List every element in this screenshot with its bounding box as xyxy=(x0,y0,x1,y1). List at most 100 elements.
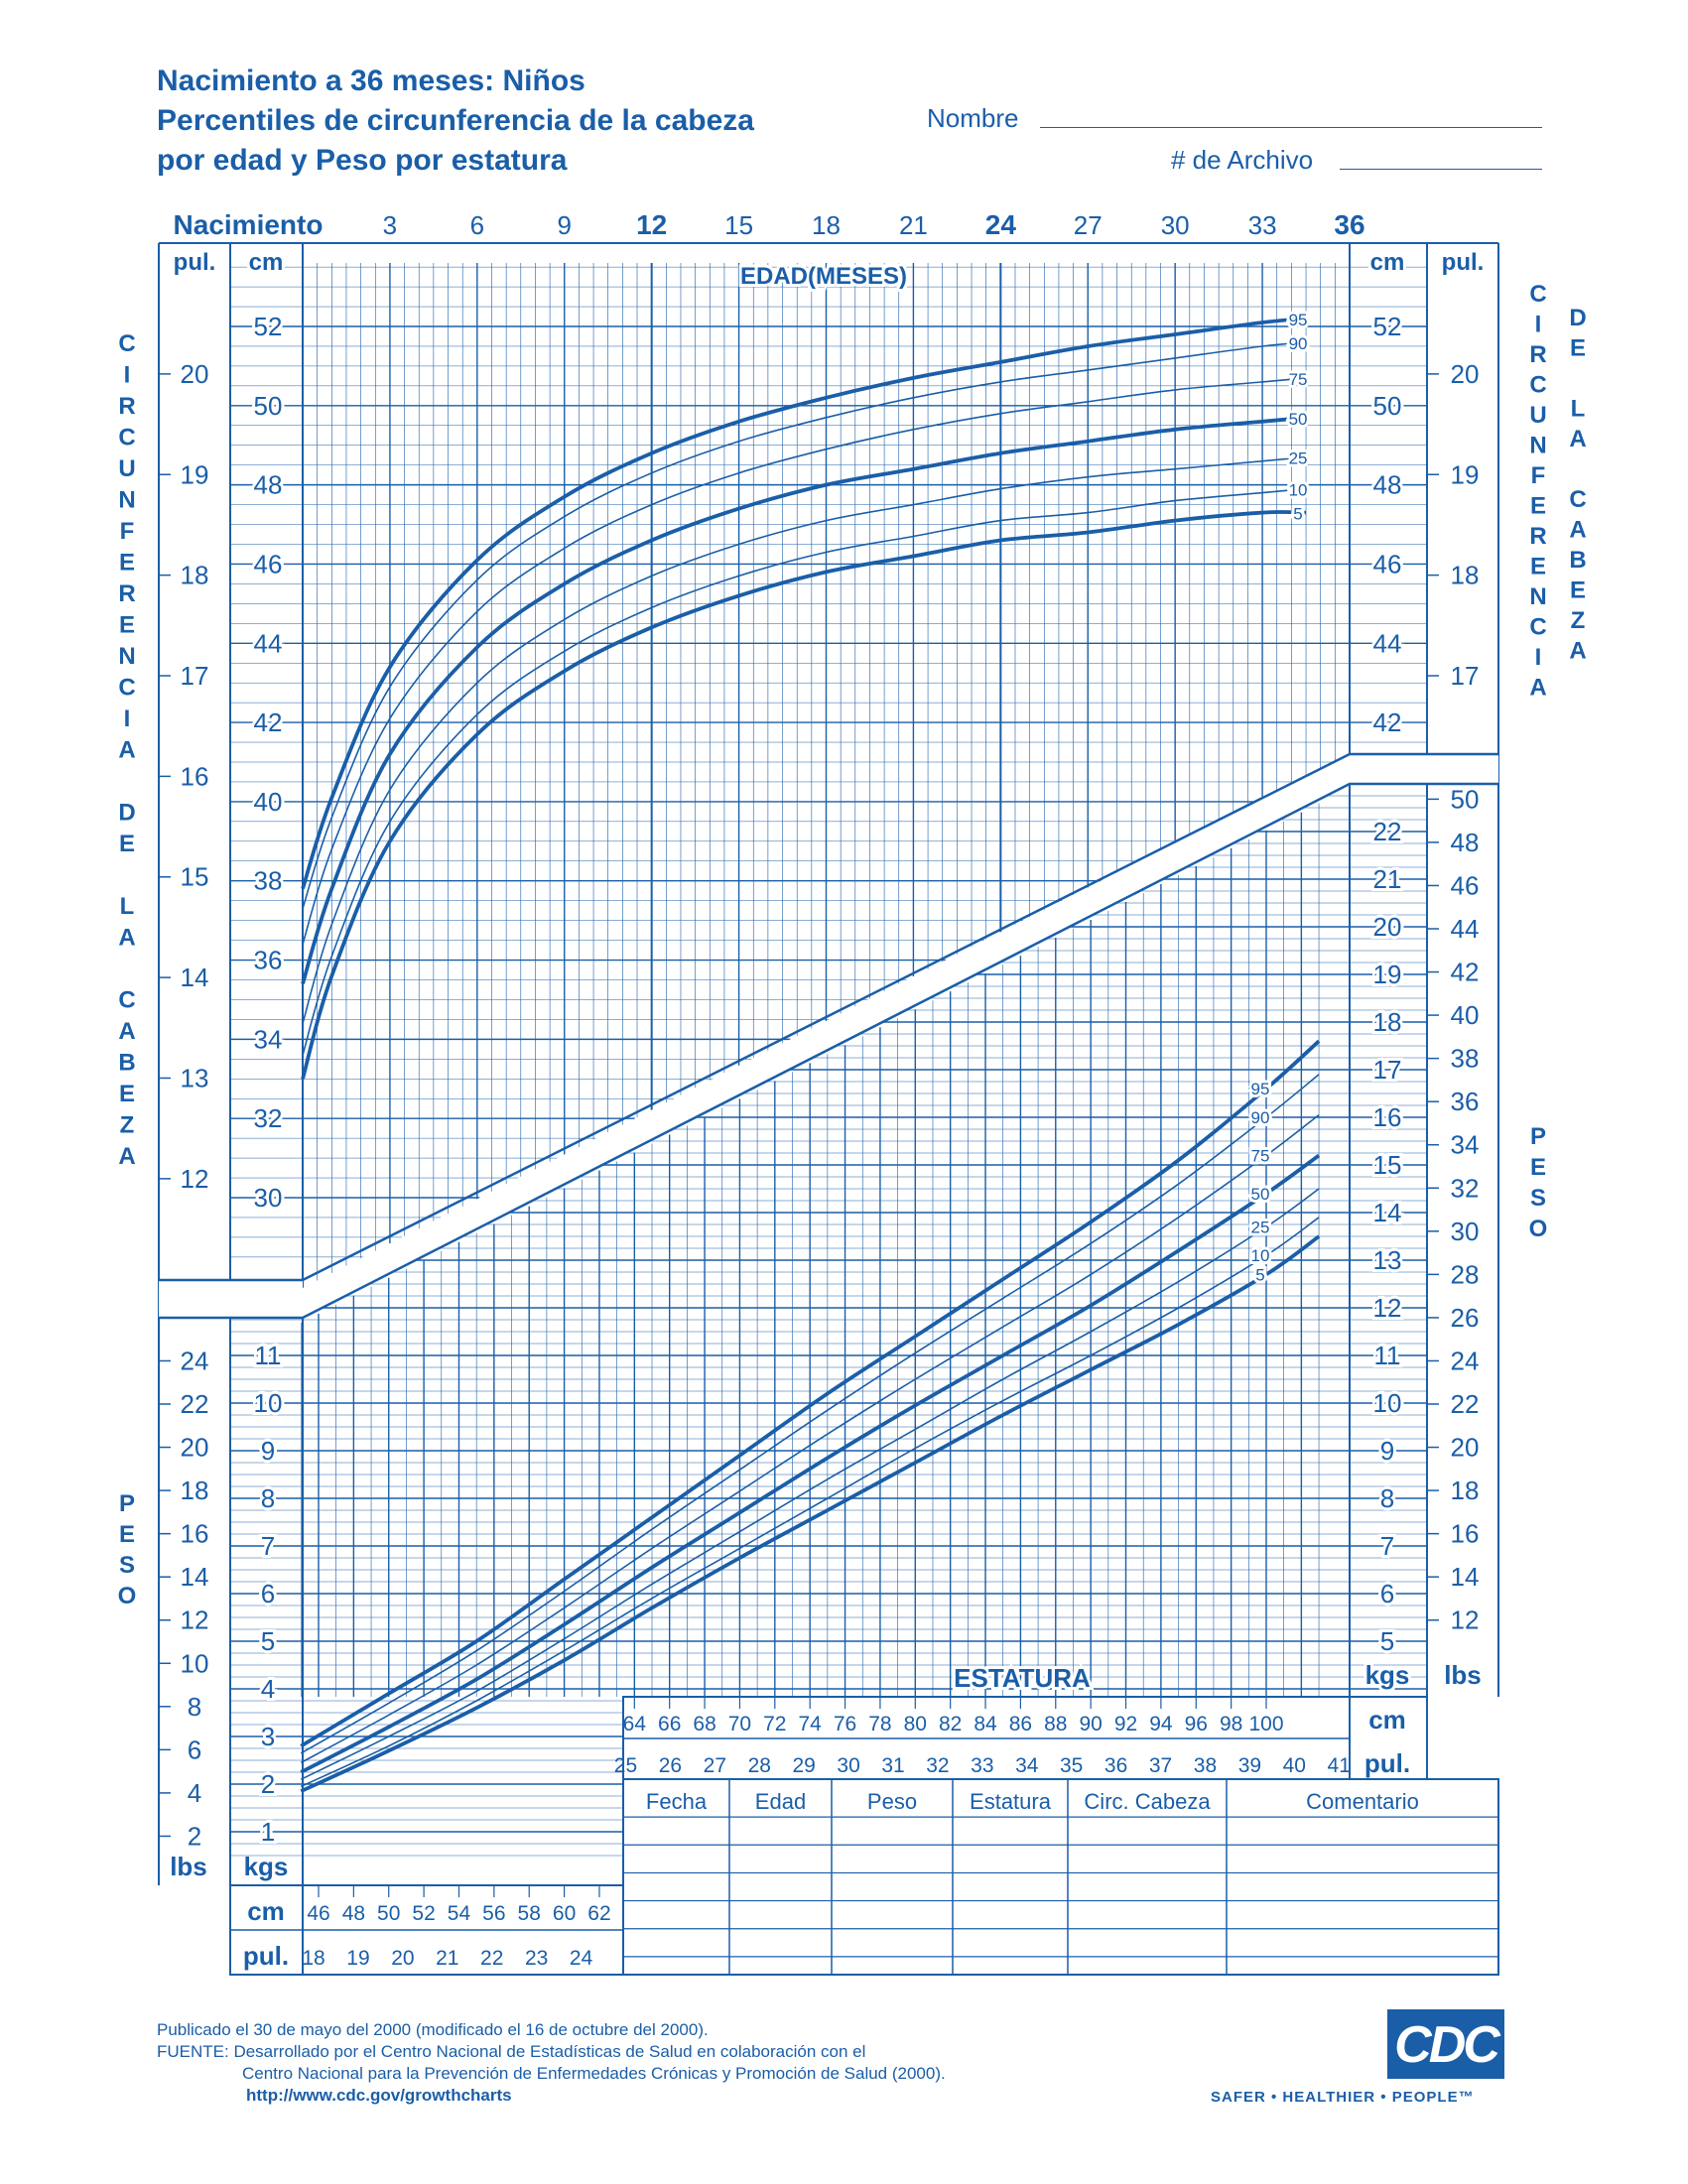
title-line-2: Percentiles de circunferencia de la cabe… xyxy=(157,104,754,137)
wt-lb-tick-left: 14 xyxy=(181,1562,209,1592)
left-head-title-letter: Z xyxy=(120,1112,135,1139)
wt-lb-tick-left: 6 xyxy=(188,1734,201,1764)
record-table-header-1: Edad xyxy=(755,1789,806,1814)
record-table-header-3: Estatura xyxy=(970,1789,1052,1814)
age-tick-label: 3 xyxy=(383,210,397,240)
length-cm-tick: 80 xyxy=(904,1713,927,1735)
unit-kg-left: kgs xyxy=(244,1852,289,1881)
length-cm-tick: 86 xyxy=(1009,1713,1032,1735)
record-table-header-2: Peso xyxy=(867,1789,917,1814)
wt-lb-tick-right: 40 xyxy=(1451,1000,1480,1030)
length-in-tick: 27 xyxy=(704,1754,726,1777)
left-head-title-letter: E xyxy=(119,612,135,639)
length-cm-tick: 72 xyxy=(763,1713,786,1735)
wt-lb-tick-right: 32 xyxy=(1451,1173,1480,1203)
hc-in-tick-left: 15 xyxy=(181,862,209,892)
hc-cm-tick-left: 46 xyxy=(254,549,283,578)
hc-in-tick-right: 18 xyxy=(1451,561,1480,590)
wt-lb-tick-right: 30 xyxy=(1451,1217,1480,1246)
length-cm-tick: 60 xyxy=(553,1902,576,1925)
hc-cm-tick-right: 44 xyxy=(1373,628,1402,658)
wt-curve-label-p95: 95 xyxy=(1251,1080,1270,1098)
length-unit-cm: cm xyxy=(1368,1705,1406,1734)
wt-kg-tick-left: 2 xyxy=(261,1769,275,1799)
length-in-tick: 24 xyxy=(570,1947,593,1970)
footer: Publicado el 30 de mayo del 2000 (modifi… xyxy=(157,2019,946,2107)
name-field[interactable] xyxy=(1040,127,1542,128)
wt-kg-tick-left: 11 xyxy=(255,1341,282,1370)
hc-curve-label-p25: 25 xyxy=(1289,450,1308,468)
footer-source: FUENTE: Desarrollado por el Centro Nacio… xyxy=(157,2042,866,2061)
wt-lb-tick-left: 16 xyxy=(181,1519,209,1549)
wt-kg-tick-right: 11 xyxy=(1374,1341,1401,1370)
hc-cm-tick-left: 36 xyxy=(254,946,283,975)
hc-in-tick-left: 14 xyxy=(181,963,209,992)
wt-kg-tick-right: 22 xyxy=(1373,817,1402,846)
length-in-tick: 19 xyxy=(346,1947,369,1970)
record-table-header-4: Circ. Cabeza xyxy=(1084,1789,1211,1814)
record-field[interactable] xyxy=(1340,169,1542,170)
left-head-title-letter: C xyxy=(118,425,135,451)
left-head-title-letter: I xyxy=(124,706,131,732)
hc-curve-label-p90: 90 xyxy=(1289,334,1308,353)
wt-kg-tick-right: 9 xyxy=(1380,1436,1394,1466)
length-cm-tick: 92 xyxy=(1114,1713,1137,1735)
left-head-title-letter: R xyxy=(118,580,135,607)
wt-lb-tick-left: 20 xyxy=(181,1433,209,1463)
length-unit-box xyxy=(1349,1696,1428,1780)
wt-lb-tick-left: 22 xyxy=(181,1389,209,1419)
wt-kg-tick-right: 12 xyxy=(1373,1293,1402,1323)
length-in-tick: 31 xyxy=(881,1754,904,1777)
wt-curve-label-p50: 50 xyxy=(1251,1185,1270,1204)
footer-url[interactable]: http://www.cdc.gov/growthcharts xyxy=(246,2086,512,2105)
unit-cm-top-right: cm xyxy=(1370,249,1405,276)
left-head-title-letter: E xyxy=(119,1081,135,1107)
record-table-header-0: Fecha xyxy=(646,1789,708,1814)
right-head-title-letter-2: D xyxy=(1569,305,1586,331)
hc-curve-p25 xyxy=(302,455,1307,1024)
wt-kg-tick-left: 8 xyxy=(261,1483,275,1513)
hc-curve-p95 xyxy=(301,317,1307,890)
length-cm-tick: 62 xyxy=(587,1902,610,1925)
age-tick-label: 33 xyxy=(1248,210,1277,240)
right-head-title-letter-2: A xyxy=(1569,517,1586,544)
left-head-title-letter: E xyxy=(119,831,135,857)
age-tick-label: 36 xyxy=(1334,209,1364,240)
wt-kg-tick-right: 21 xyxy=(1373,864,1402,894)
length-cm-tick: 94 xyxy=(1149,1713,1173,1735)
wt-lb-tick-left: 2 xyxy=(188,1821,201,1851)
wt-kg-tick-left: 4 xyxy=(261,1674,275,1704)
length-in-tick: 35 xyxy=(1060,1754,1083,1777)
length-in-tick: 18 xyxy=(302,1947,325,1970)
footer-source-cont: Centro Nacional para la Prevención de En… xyxy=(242,2064,946,2083)
length-cm-tick: 96 xyxy=(1185,1713,1208,1735)
left-head-title-letter: F xyxy=(120,518,135,545)
left-head-title-letter: L xyxy=(120,893,135,920)
record-table: Fecha Edad Peso Estatura Circ. Cabeza Comenta… xyxy=(622,1778,1499,1976)
hc-cm-tick-left: 32 xyxy=(254,1103,283,1133)
length-in-tick: 38 xyxy=(1194,1754,1217,1777)
right-head-title-letter: F xyxy=(1531,462,1546,489)
hc-cm-tick-left: 34 xyxy=(254,1024,283,1054)
length-cm-tick: 78 xyxy=(868,1713,891,1735)
hc-cm-tick-left: 42 xyxy=(254,707,283,737)
hc-in-tick-right: 19 xyxy=(1451,459,1480,489)
wt-lb-tick-right: 28 xyxy=(1451,1259,1480,1289)
hc-in-tick-left: 18 xyxy=(181,561,209,590)
length-in-tick: 30 xyxy=(837,1754,859,1777)
wt-curve-p5 xyxy=(300,1234,1321,1793)
length-unit-cm-left: cm xyxy=(247,1896,285,1926)
wt-lb-tick-left: 10 xyxy=(181,1648,209,1678)
hc-cm-tick-left: 50 xyxy=(254,391,283,421)
length-cm-tick: 74 xyxy=(799,1713,823,1735)
length-cm-tick: 54 xyxy=(448,1902,471,1925)
length-in-tick: 34 xyxy=(1015,1754,1039,1777)
wt-kg-tick-right: 5 xyxy=(1380,1626,1394,1656)
right-head-title-letter: I xyxy=(1535,644,1542,671)
left-head-title-letter: A xyxy=(118,1018,135,1045)
length-cm-tick: 50 xyxy=(377,1902,400,1925)
length-in-tick: 29 xyxy=(792,1754,815,1777)
axis-ticks: Nacimiento 3 6 9 12 15 18 21 24 27 30 33 36EDAD(MESE… xyxy=(118,209,1587,1976)
left-head-title-letter: R xyxy=(118,393,135,420)
